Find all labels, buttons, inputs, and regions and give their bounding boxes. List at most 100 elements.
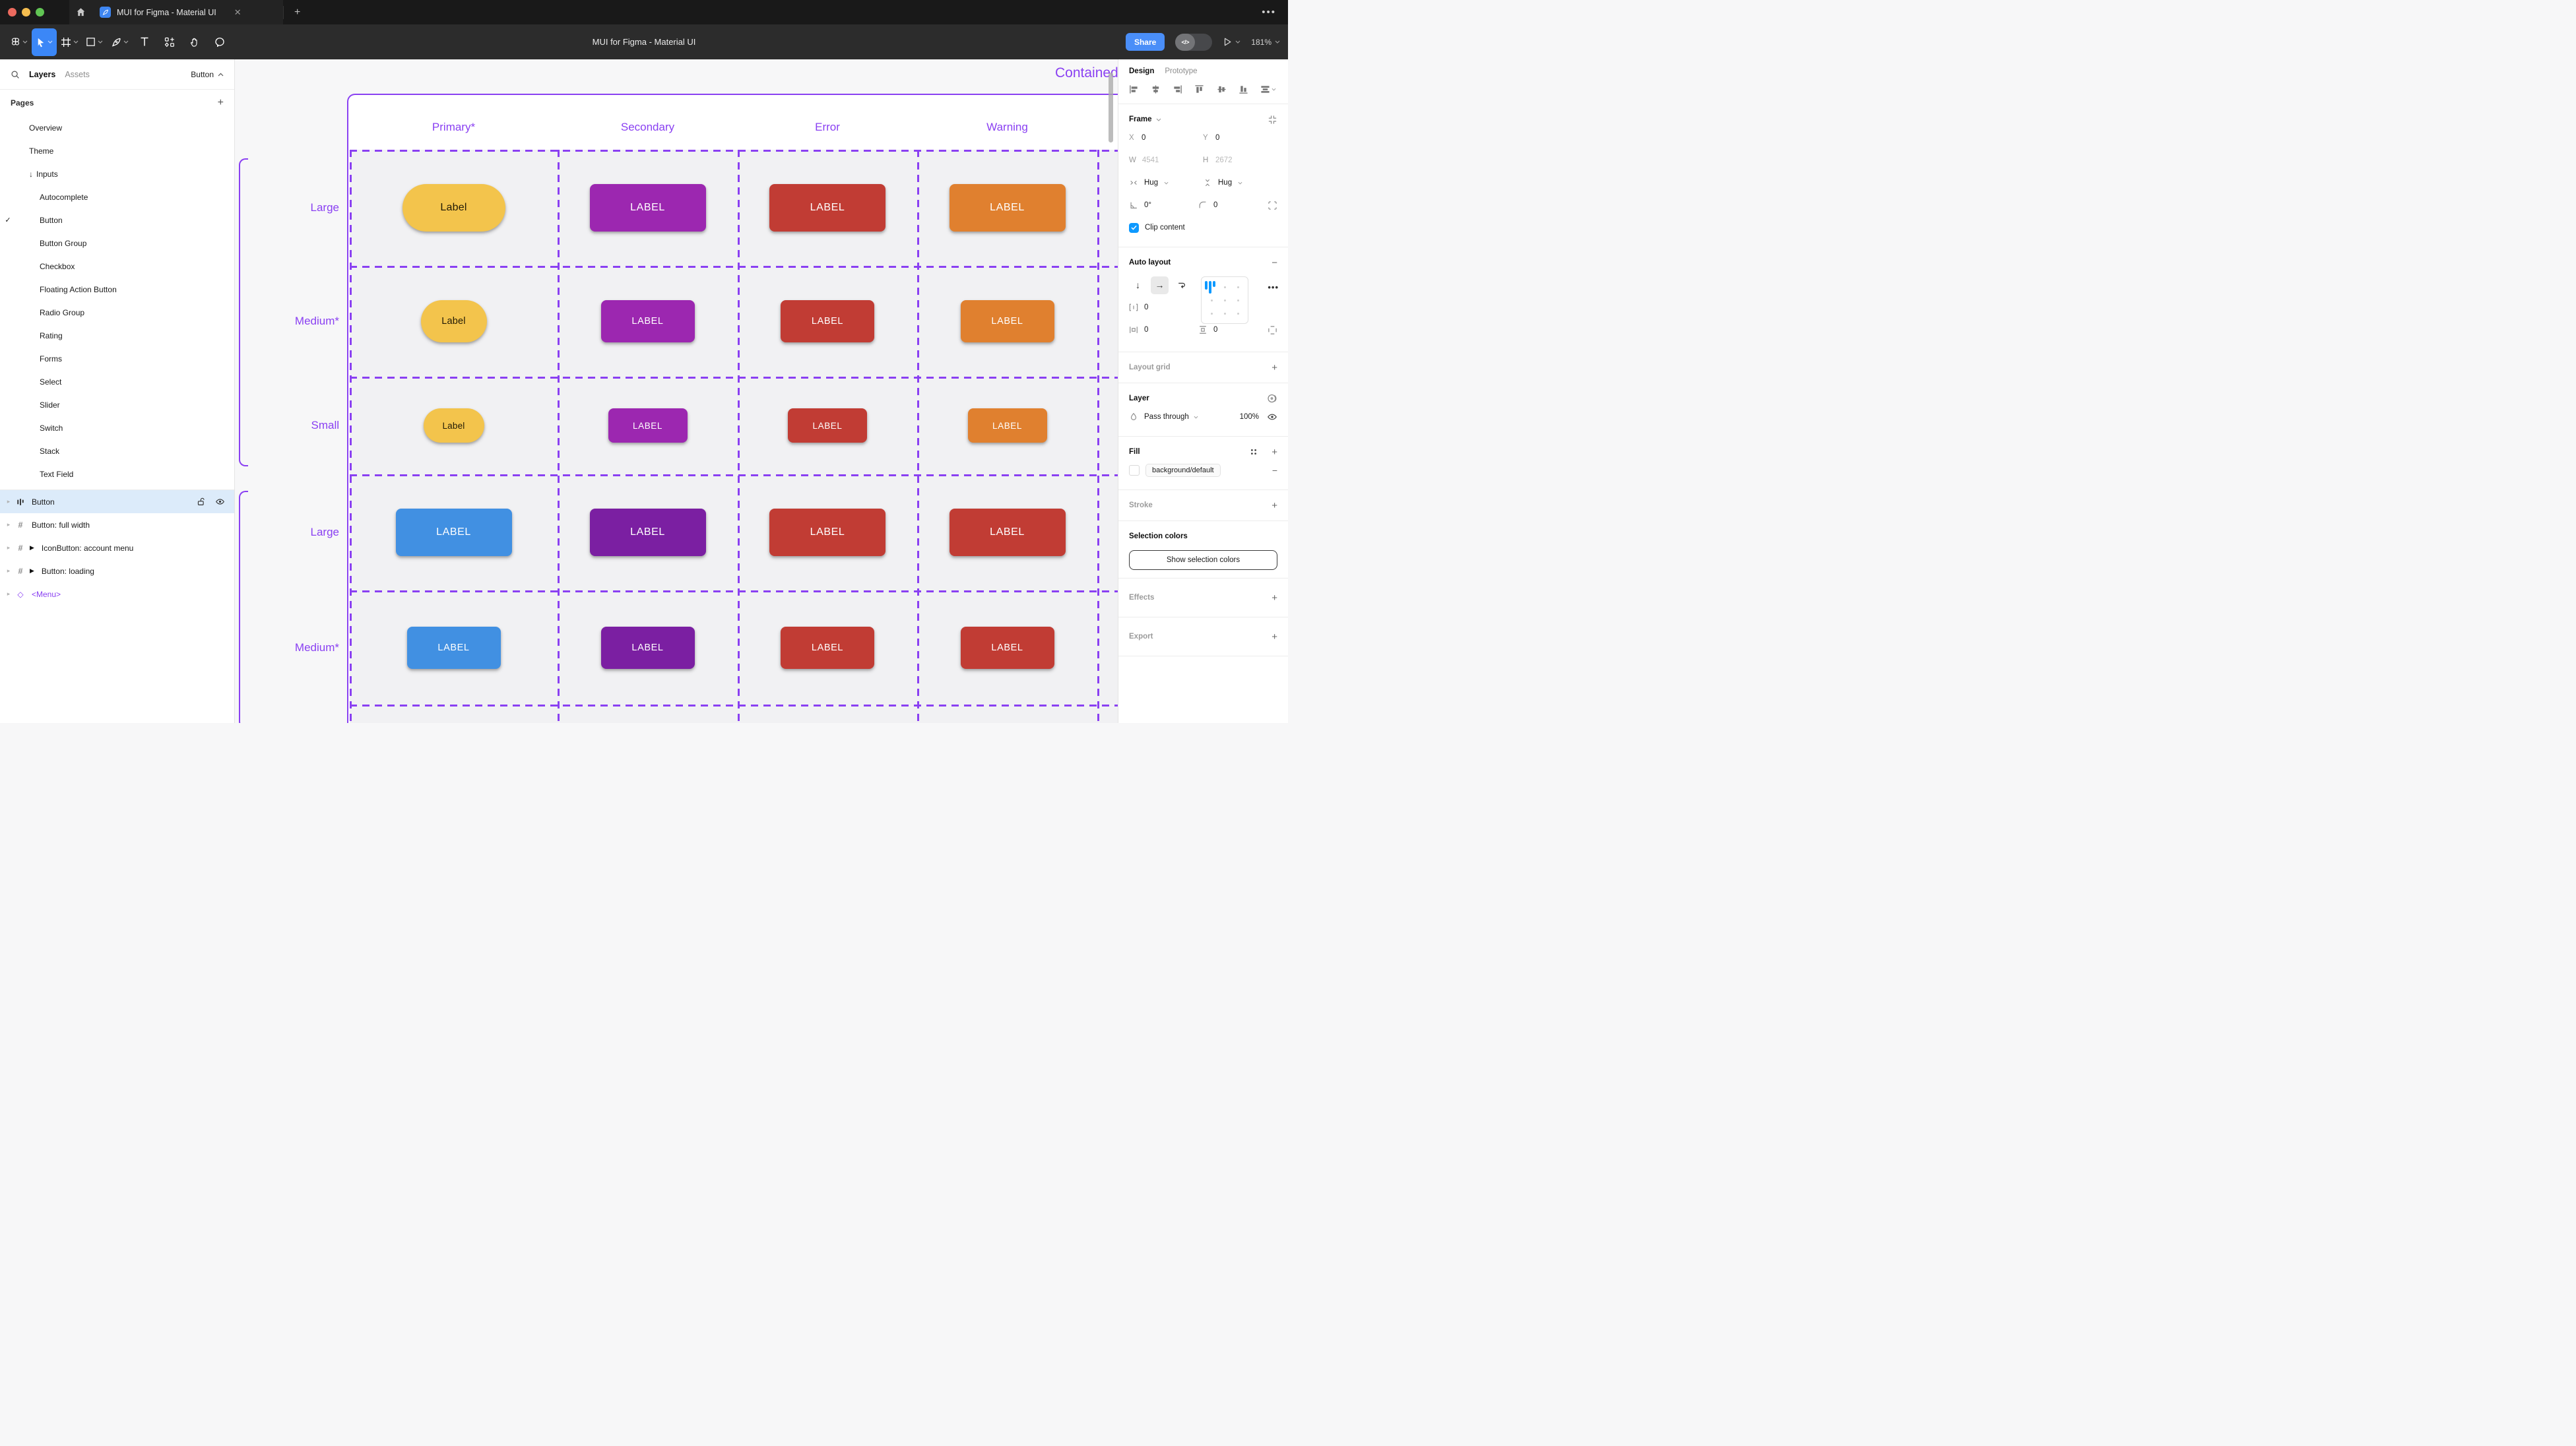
remove-auto-layout-button[interactable]: − [1272,257,1277,268]
y-input[interactable]: 0 [1215,134,1220,142]
page-item-checkbox[interactable]: Checkbox [0,255,234,278]
rotation-input[interactable]: 0° [1144,201,1151,209]
page-item-switch[interactable]: Switch [0,416,234,439]
canvas-button-red[interactable]: LABEL [949,509,1066,556]
add-layout-grid-button[interactable]: + [1272,362,1277,373]
zoom-window-button[interactable] [36,8,44,16]
more-options-icon[interactable]: ••• [1262,7,1276,18]
align-top-icon[interactable] [1194,84,1204,94]
chevron-right-icon[interactable]: ▸ [7,567,11,574]
add-effect-button[interactable]: + [1272,592,1277,604]
frame-tool-button[interactable] [57,28,82,56]
clip-content-checkbox[interactable] [1129,222,1139,233]
page-item-rating[interactable]: Rating [0,324,234,347]
shape-tool-button[interactable] [82,28,107,56]
layout-wrap-button[interactable] [1173,276,1190,294]
visibility-icon[interactable] [1267,412,1277,422]
layer-row-button[interactable]: ▸ Button [0,490,234,513]
tab-layers[interactable]: Layers [29,69,56,79]
chevron-right-icon[interactable]: ▸ [7,590,11,597]
add-fill-button[interactable]: + [1272,446,1277,458]
layer-row-menu[interactable]: ▸ ◇ <Menu> [0,582,234,606]
layout-horizontal-button[interactable]: → [1151,276,1169,294]
close-tab-icon[interactable]: ✕ [234,7,242,17]
page-item-theme[interactable]: Theme [0,139,234,162]
corner-radius-input[interactable]: 0 [1213,201,1218,209]
layer-row-button-loading[interactable]: ▸ # ▶ Button: loading [0,559,234,582]
fill-color-swatch[interactable] [1129,465,1140,476]
page-item-slider[interactable]: Slider [0,393,234,416]
show-selection-colors-button[interactable]: Show selection colors [1129,550,1277,570]
chevron-right-icon[interactable]: ▸ [7,521,11,528]
canvas-button-orange[interactable]: LABEL [949,184,1066,232]
frame-section-header[interactable]: Frame [1129,115,1152,123]
gap-field[interactable]: 0 [1129,303,1203,312]
new-tab-button[interactable]: + [294,6,301,18]
add-export-button[interactable]: + [1272,631,1277,643]
clip-content-row[interactable]: Clip content [1129,216,1277,239]
canvas-button-red[interactable]: LABEL [769,184,886,232]
vertical-resizing-select[interactable]: Hug [1203,178,1277,187]
page-item-forms[interactable]: Forms [0,347,234,370]
canvas-button-purple[interactable]: LABEL [608,408,688,443]
selection-jump-button[interactable]: Button [191,70,224,79]
layout-vertical-button[interactable]: ↓ [1136,280,1140,290]
page-item-floating-action-button[interactable]: Floating Action Button [0,278,234,301]
blend-mode-select[interactable]: Pass through [1144,413,1189,421]
canvas-button-blue[interactable]: LABEL [406,626,501,669]
canvas-button-blue[interactable]: LABEL [395,509,512,556]
vertical-padding-field[interactable]: 0 [1198,325,1268,334]
canvas-button-purple[interactable]: LABEL [589,184,706,232]
styles-icon[interactable] [1249,447,1258,456]
tab-prototype[interactable]: Prototype [1165,67,1198,75]
canvas-button-red[interactable]: LABEL [781,300,874,342]
present-button[interactable] [1223,37,1240,47]
page-item-radio-group[interactable]: Radio Group [0,301,234,324]
page-item-select[interactable]: Select [0,370,234,393]
frame-title[interactable]: Contained [1055,65,1118,80]
search-icon[interactable] [11,70,20,79]
auto-layout-options-icon[interactable]: ••• [1268,282,1279,292]
width-input[interactable]: 4541 [1142,156,1159,164]
file-tab[interactable]: MUI for Figma - Material UI ✕ [92,0,283,24]
alignment-widget[interactable] [1201,276,1248,324]
canvas[interactable]: Contained Primary* Secondary Error Warning L… [235,59,1118,723]
page-item-button[interactable]: ✓ Button [0,208,234,232]
fill-token-chip[interactable]: background/default [1145,464,1221,477]
add-stroke-button[interactable]: + [1272,499,1277,511]
page-item-button-group[interactable]: Button Group [0,232,234,255]
eye-icon[interactable] [215,497,225,507]
x-input[interactable]: 0 [1142,134,1146,142]
chevron-right-icon[interactable]: ▸ [7,544,11,551]
canvas-button-yellow[interactable]: Label [402,184,505,232]
unlock-icon[interactable] [197,497,207,507]
align-vertical-center-icon[interactable] [1217,84,1227,94]
canvas-button-orange[interactable]: LABEL [960,300,1054,342]
page-item-overview[interactable]: Overview [0,116,234,139]
canvas-button-dark_purple[interactable]: LABEL [600,626,695,669]
horizontal-resizing-select[interactable]: Hug [1129,178,1203,187]
zoom-menu[interactable]: 181% [1251,38,1280,47]
align-right-icon[interactable] [1173,84,1182,94]
chevron-right-icon[interactable]: ▸ [7,498,11,505]
hand-tool-button[interactable] [182,28,207,56]
tab-design[interactable]: Design [1129,67,1155,75]
canvas-button-orange[interactable]: LABEL [967,408,1047,443]
horizontal-padding-field[interactable]: 0 [1129,325,1198,334]
height-input[interactable]: 2672 [1215,156,1233,164]
layer-row-iconbutton-account-menu[interactable]: ▸ # ▶ IconButton: account menu [0,536,234,559]
collapse-icon[interactable] [1268,115,1277,125]
canvas-button-red[interactable]: LABEL [769,509,886,556]
canvas-button-purple[interactable]: LABEL [600,300,695,342]
blend-mode-icon[interactable] [1267,393,1277,404]
resources-tool-button[interactable] [157,28,182,56]
minimize-window-button[interactable] [22,8,30,16]
canvas-scrollbar[interactable] [1109,73,1113,142]
home-button[interactable] [69,0,92,24]
align-bottom-icon[interactable] [1239,84,1248,94]
page-item-text-field[interactable]: Text Field [0,462,234,486]
dev-mode-toggle[interactable]: </> [1175,33,1213,51]
canvas-button-yellow[interactable]: Label [423,408,484,443]
pen-tool-button[interactable] [107,28,132,56]
align-left-icon[interactable] [1129,84,1139,94]
